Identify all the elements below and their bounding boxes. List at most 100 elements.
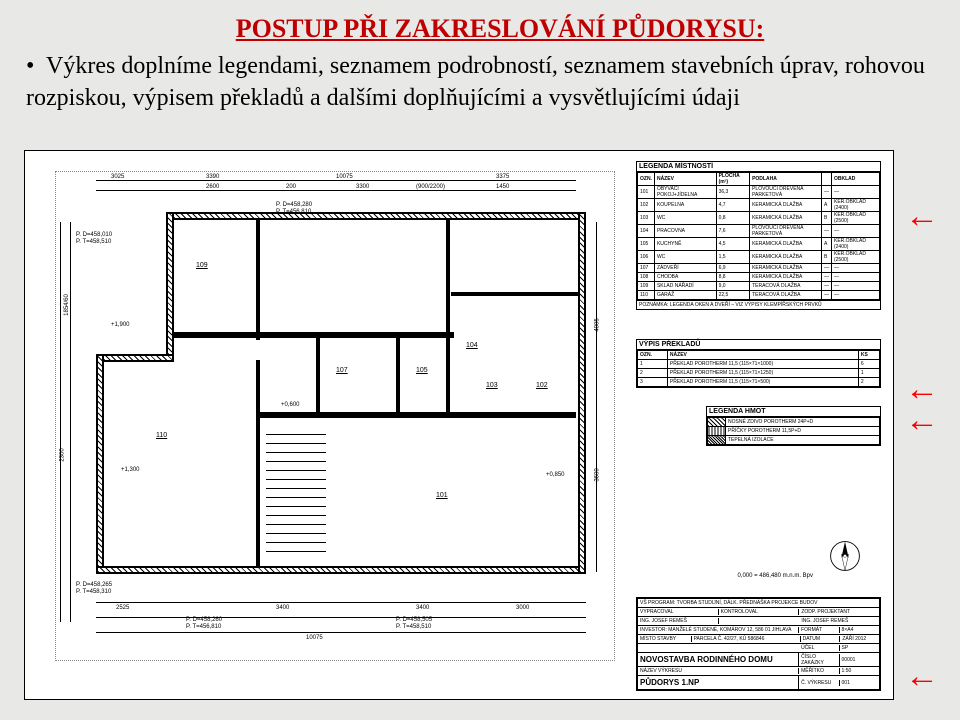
table-cell: PRACOVNA <box>654 225 716 238</box>
elev: +0,600 <box>281 402 300 408</box>
elev: P. T=458,510 <box>76 239 111 245</box>
table-cell: WC <box>654 212 716 225</box>
room-label: 101 <box>436 492 448 499</box>
table-cell: OBÝVACÍ POKOJ+JÍDELNA <box>654 186 716 199</box>
table-cell: 3 <box>638 378 668 387</box>
table-cell: 7,6 <box>716 225 749 238</box>
dim: 200 <box>286 184 296 190</box>
table-cell: KER.OBKLAD (2400) <box>831 238 879 251</box>
room-label: 110 <box>156 432 167 439</box>
table-cell: PŘEKLAD POROTHERM 11,5 (115×71×1000) <box>667 360 858 369</box>
elev: +1,300 <box>121 467 140 473</box>
table-cell: KUCHYNĚ <box>654 238 716 251</box>
tb-label: ČÍSLO ZAKÁZKY <box>799 654 839 666</box>
wall-outer <box>166 212 586 220</box>
page-title: POSTUP PŘI ZAKRESLOVÁNÍ PŮDORYSU: <box>58 14 942 44</box>
elev: P. D=458,265 <box>76 582 112 588</box>
tb-name: ING. JOSEF REMEŠ <box>638 618 719 624</box>
table-cell: SKLAD NÁŘADÍ <box>654 282 716 291</box>
tb-label: KONTROLOVAL <box>719 609 800 615</box>
tb-label: ZODP. PROJEKTANT <box>799 609 879 615</box>
table-cell: — <box>831 186 879 199</box>
tb-project-name: NOVOSTAVBA RODINNÉHO DOMU <box>638 653 799 666</box>
table-cell: 103 <box>638 212 655 225</box>
table-cell: — <box>831 225 879 238</box>
table-cell: TERACOVÁ DLAŽBA <box>750 291 822 300</box>
table-cell: PŘÍČKY POROTHERM 11,5P+D <box>726 427 880 436</box>
room-label: 109 <box>196 262 208 269</box>
table-cell: — <box>831 282 879 291</box>
room-label: 107 <box>336 367 348 374</box>
table-cell: 8,8 <box>716 273 749 282</box>
table-cell: KER.OBKLAD (2500) <box>831 251 879 264</box>
pointer-arrow-icon: ← <box>905 404 939 438</box>
table-cell: KERAMICKÁ DLAŽBA <box>750 212 822 225</box>
table-cell: 1 <box>638 360 668 369</box>
wall-outer <box>96 354 174 362</box>
dim: 10075 <box>336 174 353 180</box>
swatch <box>708 436 726 445</box>
table-cell: 104 <box>638 225 655 238</box>
table-cell: — <box>821 186 831 199</box>
tb-label: Č. VÝKRESU <box>799 680 839 686</box>
table-cell: B <box>821 212 831 225</box>
tb-label: MĚŘÍTKO <box>799 668 839 674</box>
table-cell: CHODBA <box>654 273 716 282</box>
legend-rooms: LEGENDA MÍSTNOSTÍ OZN. NÁZEV PLOCHA (m²)… <box>636 161 881 310</box>
table-cell: KER.OBKLAD (2400) <box>831 199 879 212</box>
legend-note: POZNÁMKA: LEGENDA OKEN A DVEŘÍ – VIZ VÝP… <box>637 300 880 309</box>
table-cell: GARÁŽ <box>654 291 716 300</box>
table-cell: WC <box>654 251 716 264</box>
table-cell: KERAMICKÁ DLAŽBA <box>750 273 822 282</box>
legend-preklady-title: VÝPIS PŘEKLADŮ <box>637 340 880 350</box>
tb-val: ZÁŘÍ 2012 <box>840 636 879 642</box>
table-cell: KERAMICKÁ DLAŽBA <box>750 251 822 264</box>
swatch <box>708 418 726 427</box>
bullet-text: •Výkres doplníme legendami, seznamem pod… <box>26 50 942 115</box>
table-cell: ZÁDVEŘÍ <box>654 264 716 273</box>
tb-val: 8×A4 <box>840 627 879 633</box>
title-block: VŠ PROGRAM: TVORBA STUDIJNÍ, DÁLK. PŘEDN… <box>636 597 881 691</box>
room-label: 105 <box>416 367 428 374</box>
table-cell: A <box>821 199 831 212</box>
elev: P. T=456,810 <box>276 209 311 215</box>
th: NÁZEV <box>667 351 858 360</box>
swatch <box>708 427 726 436</box>
table-cell: 107 <box>638 264 655 273</box>
table-cell: PŘEKLAD POROTHERM 11,5 (115×71×500) <box>667 378 858 387</box>
legend-rooms-title: LEGENDA MÍSTNOSTÍ <box>637 162 880 172</box>
wall <box>451 292 578 296</box>
legend-hmot: LEGENDA HMOT NOSNÉ ZDIVO POROTHERM 24P+D… <box>706 406 881 446</box>
tb-val: SP <box>840 645 879 651</box>
wall <box>256 412 576 418</box>
table-cell: 105 <box>638 238 655 251</box>
th: OZN. <box>638 351 668 360</box>
wall-outer <box>96 354 104 574</box>
legend-hmot-table: NOSNÉ ZDIVO POROTHERM 24P+DPŘÍČKY POROTH… <box>707 417 880 445</box>
room-label: 103 <box>486 382 498 389</box>
table-cell: — <box>821 282 831 291</box>
th: PODLAHA <box>750 173 822 186</box>
dim: (900/2200) <box>416 184 445 190</box>
elev: P. D=458,010 <box>76 232 112 238</box>
wall-outer <box>96 566 586 574</box>
table-cell: 9,0 <box>716 282 749 291</box>
legend-preklady: VÝPIS PŘEKLADŮ OZN. NÁZEV KS 1PŘEKLAD PO… <box>636 339 881 388</box>
table-cell: PLOVOUCÍ DŘEVĚNÁ PARKETOVÁ <box>750 186 822 199</box>
dim: 3300 <box>356 184 369 190</box>
dim: 3375 <box>496 174 509 180</box>
wall <box>256 360 260 566</box>
table-cell: 1 <box>858 369 879 378</box>
table-cell: 110 <box>638 291 655 300</box>
th: OBKLAD <box>831 173 879 186</box>
table-cell: 0,8 <box>716 212 749 225</box>
table-cell: — <box>831 273 879 282</box>
table-cell: 101 <box>638 186 655 199</box>
floor-plan: 3025 3390 10075 3375 2600 200 3300 (900/… <box>55 171 615 661</box>
th: OZN. <box>638 173 655 186</box>
th: KS <box>858 351 879 360</box>
table-cell: KER.OBKLAD (2500) <box>831 212 879 225</box>
room-label: 102 <box>536 382 548 389</box>
room-label: 104 <box>466 342 478 349</box>
table-cell: TERACOVÁ DLAŽBA <box>750 282 822 291</box>
